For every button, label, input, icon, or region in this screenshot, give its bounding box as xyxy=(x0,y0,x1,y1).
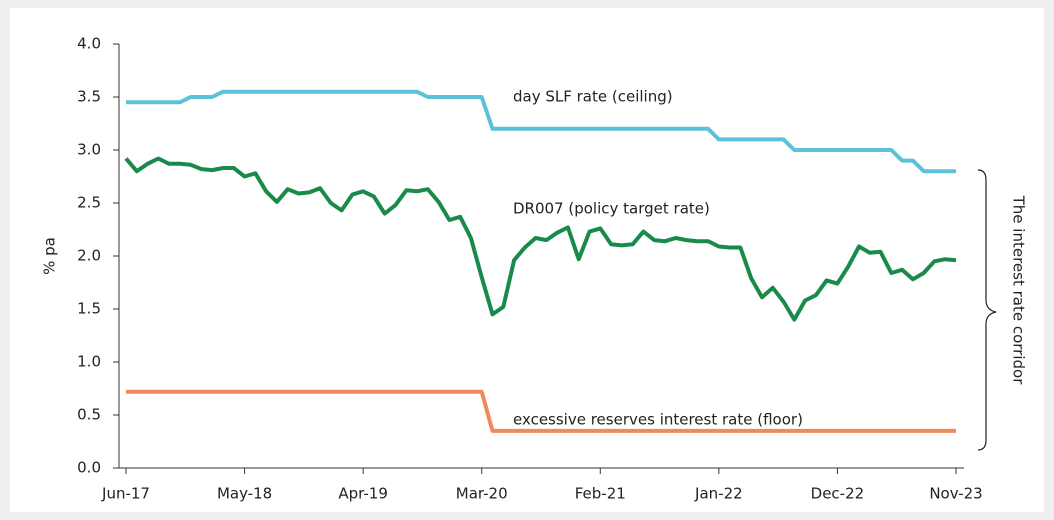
x-tick-label: Feb-21 xyxy=(575,485,626,503)
chart-panel xyxy=(10,8,1044,512)
x-tick-label: May-18 xyxy=(217,485,272,503)
y-tick-label: 2.5 xyxy=(77,194,101,212)
corridor-brace xyxy=(977,169,997,451)
y-tick-label: 3.0 xyxy=(77,141,101,159)
series-line xyxy=(124,156,957,322)
y-tick-label: 3.5 xyxy=(77,88,101,106)
x-tick-label: Mar-20 xyxy=(456,485,508,503)
y-tick-label: 2.0 xyxy=(77,247,101,265)
series-label: excessive reserves interest rate (floor) xyxy=(513,411,803,429)
series-label: DR007 (policy target rate) xyxy=(513,200,710,218)
y-tick-label: 0.5 xyxy=(77,406,101,424)
x-tick-label: Nov-23 xyxy=(929,485,982,503)
y-tick-label: 1.5 xyxy=(77,300,101,318)
corridor-label: The interest rate corridor xyxy=(1010,195,1028,386)
x-tick-label: Dec-22 xyxy=(811,485,865,503)
series-line xyxy=(126,89,956,174)
y-axis-label: % pa xyxy=(41,237,59,275)
series-label: day SLF rate (ceiling) xyxy=(513,88,673,106)
x-tick-label: Apr-19 xyxy=(338,485,388,503)
x-tick-label: Jan-22 xyxy=(694,485,743,503)
y-tick-label: 1.0 xyxy=(77,353,101,371)
x-tick-label: Jun-17 xyxy=(101,485,150,503)
y-tick-label: 4.0 xyxy=(77,35,101,53)
y-tick-label: 0.0 xyxy=(77,459,101,477)
series-line xyxy=(126,389,956,433)
